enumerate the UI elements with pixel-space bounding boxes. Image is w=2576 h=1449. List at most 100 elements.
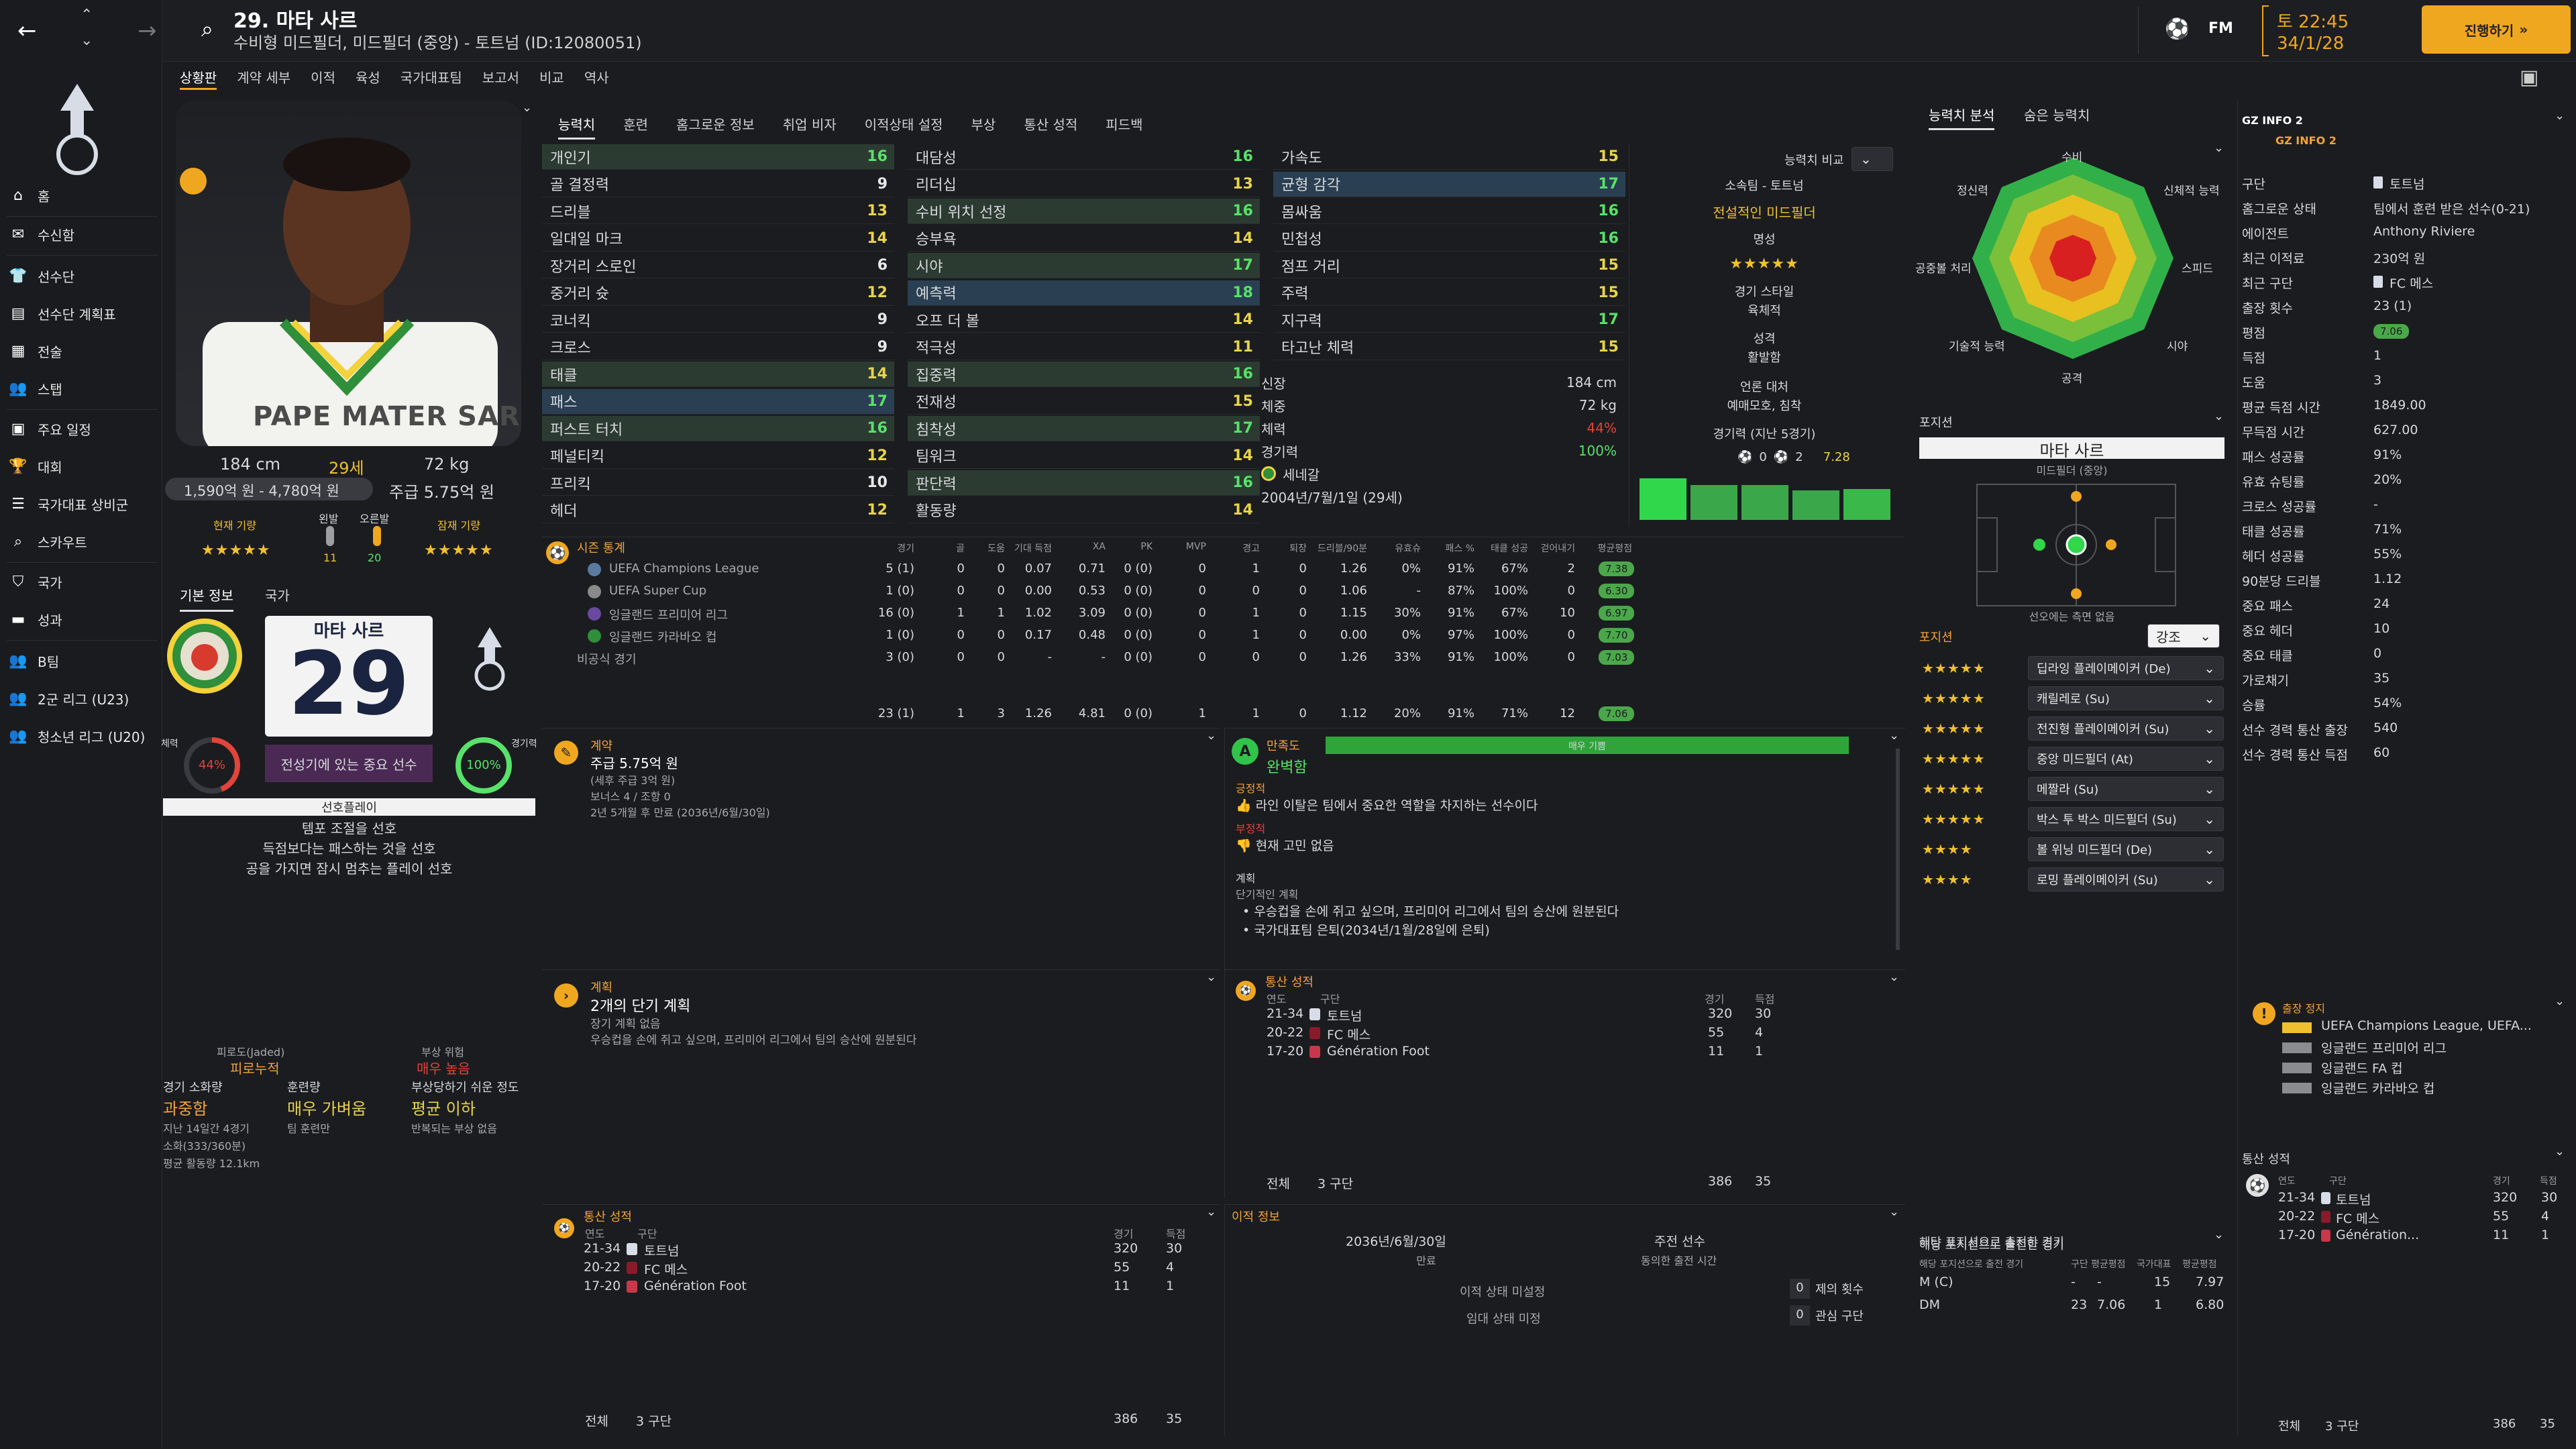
attribute-row[interactable]: 가속도 15 (1273, 144, 1625, 170)
attribute-row[interactable]: 균형 감각 17 (1273, 171, 1625, 197)
collapse-icon[interactable]: ⌄ (2555, 1144, 2565, 1159)
down-icon[interactable]: ⌄ (80, 32, 93, 49)
tab-feedback[interactable]: 피드백 (1106, 117, 1143, 133)
up-icon[interactable]: ⌃ (80, 7, 93, 23)
collapse-icon[interactable]: ⌄ (2214, 409, 2224, 423)
career-row[interactable]: 17-20 Génération... 11 1 (2278, 1228, 2550, 1242)
tab-work-permit[interactable]: 취업 비자 (782, 117, 837, 133)
attribute-row[interactable]: 몸싸움 16 (1273, 199, 1625, 224)
sidebar-item-inbox[interactable]: ✉ 수신함 (8, 216, 156, 252)
season-row[interactable]: UEFA Super Cup 1 (0) 0 0 0.00 0.53 0 (0) 0 0 0 1.0… (542, 582, 1642, 602)
attribute-row[interactable]: 대담성 16 (908, 144, 1260, 170)
menu-overview[interactable]: 상황판 (180, 67, 217, 90)
attribute-row[interactable]: 헤더 12 (542, 498, 894, 523)
forward-icon[interactable]: → (138, 17, 157, 44)
season-row[interactable]: 잉글랜드 프리미어 리그 16 (0) 1 1 1.02 3.09 0 (0) 0 1 0 1.15… (542, 604, 1642, 625)
search-icon[interactable]: ⌕ (201, 16, 213, 42)
collapse-icon[interactable]: ⌄ (2214, 141, 2224, 155)
collapse-icon[interactable]: ⌄ (2555, 994, 2565, 1008)
tab-analysis[interactable]: 능력치 분석 (1929, 105, 1995, 130)
menu-history[interactable]: 역사 (584, 70, 609, 86)
sidebar-item-national-pool[interactable]: ☰ 국가대표 상비군 (8, 486, 156, 522)
season-header[interactable]: 퇴장 (1289, 543, 1307, 554)
roles-label[interactable]: 포지션 (1919, 631, 1953, 645)
season-header[interactable]: 유효슈 (1395, 543, 1421, 554)
collapse-icon[interactable]: ⌄ (1889, 970, 1900, 984)
sidebar-item-scouting[interactable]: ⌕ 스카우트 (8, 523, 156, 559)
tab-nation[interactable]: 국가 (265, 588, 290, 604)
attribute-row[interactable]: 침착성 17 (908, 416, 1260, 441)
sidebar-item-tactics[interactable]: ▦ 전술 (8, 333, 156, 369)
career-row[interactable]: 17-20 Génération Foot 11 1 (584, 1279, 1175, 1293)
role-row[interactable]: ★★★★★ 중앙 미드필더 (At) ⌄ (1919, 747, 2224, 772)
continue-button[interactable]: 진행하기» (2422, 5, 2571, 54)
sidebar-item-competitions[interactable]: 🏆 대회 (9, 458, 62, 476)
season-header[interactable]: XA (1092, 541, 1106, 552)
menu-development[interactable]: 육성 (355, 70, 380, 86)
season-header[interactable]: 기대 득점 (1014, 543, 1052, 554)
attribute-row[interactable]: 팀워크 14 (908, 443, 1260, 469)
ball-icon[interactable]: ⚽ (2165, 17, 2190, 41)
attribute-row[interactable]: 타고난 체력 15 (1273, 335, 1625, 360)
season-header[interactable]: 태클 성공 (1491, 543, 1528, 554)
tab-transfer-status[interactable]: 이적상태 설정 (864, 117, 943, 133)
season-row[interactable]: UEFA Champions League 5 (1) 0 0 0.07 0.71 0 (0… (542, 560, 1642, 580)
sidebar-item-club[interactable]: ⛉ 국가 (8, 564, 156, 600)
role-row[interactable]: ★★★★★ 캐릴레로 (Su) ⌄ (1919, 686, 2224, 712)
suspension-title[interactable]: 출장 정지 (2282, 1002, 2325, 1015)
career-row[interactable]: 20-22 FC 메스 55 4 (584, 1260, 1175, 1277)
attribute-row[interactable]: 주력 15 (1273, 280, 1625, 306)
attribute-row[interactable]: 수비 위치 선정 16 (908, 199, 1260, 224)
attribute-row[interactable]: 민첩성 16 (1273, 226, 1625, 252)
transfer-title[interactable]: 이적 정보 (1232, 1210, 1280, 1224)
season-header[interactable]: MVP (1185, 541, 1206, 552)
sidebar-item-squad-planner[interactable]: ▤ 선수단 계획표 (8, 295, 156, 331)
attribute-row[interactable]: 프리킥 10 (542, 470, 894, 496)
sidebar-item-squad[interactable]: 👕 선수단 (9, 267, 75, 285)
menu-national[interactable]: 국가대표팀 (400, 70, 462, 86)
plans-title[interactable]: 계획 (590, 981, 613, 995)
career-row[interactable]: 21-34 토트넘 320 30 (2278, 1190, 2558, 1208)
happiness-title[interactable]: 만족도 (1267, 739, 1300, 753)
attribute-row[interactable]: 예측력 18 (908, 280, 1260, 306)
info-subtitle[interactable]: GZ INFO 2 (2275, 134, 2337, 147)
season-header[interactable]: PK (1140, 541, 1152, 552)
collapse-icon[interactable]: ⌄ (522, 101, 533, 115)
menu-transfer[interactable]: 이적 (311, 70, 335, 86)
season-header[interactable]: 평균평점 (1597, 543, 1632, 554)
season-header[interactable]: 패스 % (1445, 543, 1474, 554)
collapse-icon[interactable]: ⌄ (1889, 729, 1900, 743)
season-row[interactable]: 비공식 경기 3 (0) 0 0- -0 (0) 0 0 0 1.26 33% 91% 100% 0 7.… (542, 649, 1642, 669)
role-row[interactable]: ★★★★★ 메짤라 (Su) ⌄ (1919, 777, 2224, 802)
sidebar-item-finances[interactable]: ▬ 성과 (8, 601, 156, 637)
attribute-row[interactable]: 장거리 스로인 6 (542, 253, 894, 278)
attribute-row[interactable]: 지구력 17 (1273, 307, 1625, 333)
collapse-icon[interactable]: ⌄ (1889, 1205, 1900, 1219)
role-row[interactable]: ★★★★ 로밍 플레이메이커 (Su) ⌄ (1919, 867, 2224, 893)
attribute-row[interactable]: 퍼스트 터치 16 (542, 416, 894, 441)
tab-training[interactable]: 훈련 (623, 117, 649, 133)
sidebar-item-u20[interactable]: 👥 청소년 리그 (U20) (9, 727, 146, 745)
sidebar-item-home[interactable]: ⌂ 홈 (8, 177, 156, 213)
collapse-icon[interactable]: ⌄ (1206, 970, 1217, 984)
tab-career[interactable]: 통산 성적 (1024, 117, 1078, 133)
season-stats-title[interactable]: 시즌 통계 (577, 541, 625, 555)
role-row[interactable]: ★★★★ 볼 위닝 미드필더 (De) ⌄ (1919, 837, 2224, 863)
role-row[interactable]: ★★★★★ 전진형 플레이메이커 (Su) ⌄ (1919, 716, 2224, 742)
attribute-row[interactable]: 시야 17 (908, 253, 1260, 278)
season-header[interactable]: 걷어내기 (1540, 543, 1575, 554)
collapse-icon[interactable]: ⌄ (2214, 1228, 2224, 1242)
attribute-row[interactable]: 드리블 13 (542, 199, 894, 224)
attribute-row[interactable]: 패스 17 (542, 388, 894, 415)
menu-contract[interactable]: 계약 세부 (237, 70, 291, 86)
attribute-row[interactable]: 일대일 마크 14 (542, 226, 894, 252)
back-icon[interactable]: ← (17, 17, 37, 44)
attribute-row[interactable]: 코너킥 9 (542, 307, 894, 333)
attribute-row[interactable]: 판단력 16 (908, 470, 1260, 496)
contract-title[interactable]: 계약 (590, 739, 613, 753)
career-row[interactable]: 20-22 FC 메스 55 4 (2278, 1209, 2550, 1226)
career-row[interactable]: 20-22 FC 메스 55 4 (1267, 1025, 1764, 1042)
attribute-row[interactable]: 크로스 9 (542, 335, 894, 360)
attribute-row[interactable]: 승부욕 14 (908, 226, 1260, 252)
